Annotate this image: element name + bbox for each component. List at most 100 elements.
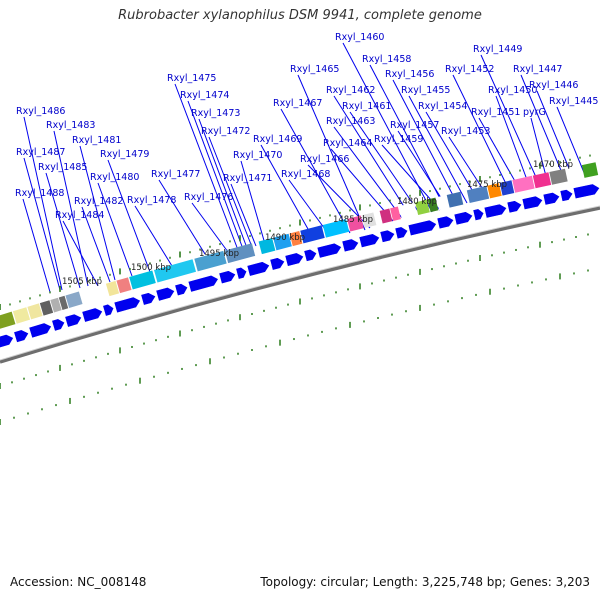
gene-label[interactable]: Rxyl_1471 (223, 173, 272, 184)
cds-block (65, 291, 83, 308)
cds-block (50, 297, 62, 313)
gene-label[interactable]: Rxyl_1464 (323, 138, 372, 149)
gene-label[interactable]: Rxyl_1453 (441, 126, 490, 137)
gene-arrow (506, 200, 523, 214)
gene-label[interactable]: Rxyl_1449 (473, 44, 522, 55)
leader-line (45, 172, 81, 289)
gene-arrow (316, 242, 343, 259)
gene-arrow (572, 183, 600, 200)
cds-block (116, 277, 132, 294)
gene-label[interactable]: Rxyl_1476 (184, 192, 233, 203)
leader-line (478, 117, 521, 191)
cds-block (85, 284, 109, 303)
leader-line (198, 118, 248, 249)
gene-arrow (246, 261, 271, 277)
gene-arrow (235, 266, 248, 280)
gene-arrow (521, 195, 544, 211)
gene-arrow (218, 270, 237, 285)
inner-tick-tracks (0, 233, 589, 425)
gene-label[interactable]: pyrG (523, 107, 546, 118)
gene-label[interactable]: Rxyl_1470 (233, 150, 282, 161)
gene-label[interactable]: Rxyl_1478 (127, 195, 176, 206)
cds-block (390, 206, 401, 222)
leader-line (425, 111, 479, 201)
gene-label[interactable]: Rxyl_1480 (90, 172, 139, 183)
cds-block (415, 199, 430, 216)
leader-line (22, 198, 51, 293)
leader-line (158, 179, 206, 255)
cds-block (258, 237, 276, 255)
gene-label[interactable]: Rxyl_1466 (300, 154, 349, 165)
gene-label[interactable]: Rxyl_1452 (445, 64, 494, 75)
cds-block (581, 162, 599, 178)
scale-label: 1475 kbp (467, 180, 507, 190)
leader-line (23, 157, 61, 291)
accession-label: Accession: NC_008148 (10, 575, 147, 589)
leader-line (288, 179, 331, 237)
gene-label[interactable]: Rxyl_1456 (385, 69, 434, 80)
gene-arrow (13, 329, 30, 343)
gene-label[interactable]: Rxyl_1477 (151, 169, 200, 180)
gene-label[interactable]: Rxyl_1479 (100, 149, 149, 160)
gene-label[interactable]: Rxyl_1455 (401, 85, 450, 96)
gene-arrow (394, 226, 409, 240)
gene-label[interactable]: Rxyl_1486 (16, 106, 65, 117)
gene-arrow (284, 252, 305, 267)
gene-label[interactable]: Rxyl_1460 (335, 32, 384, 43)
gene-label[interactable]: Rxyl_1461 (342, 101, 391, 112)
scale-label: 1485 kbp (333, 215, 373, 225)
gene-label[interactable]: Rxyl_1447 (513, 64, 562, 75)
leader-line (79, 145, 116, 281)
leader-line (53, 130, 89, 287)
gene-label[interactable]: Rxyl_1446 (529, 80, 578, 91)
gene-label[interactable]: Rxyl_1481 (72, 135, 121, 146)
gene-label[interactable]: Rxyl_1454 (418, 101, 467, 112)
leader-line (81, 206, 111, 283)
gene-label[interactable]: Rxyl_1488 (15, 188, 64, 199)
gene-label[interactable]: Rxyl_1483 (46, 120, 95, 131)
gene-label[interactable]: Rxyl_1465 (290, 64, 339, 75)
gene-label[interactable]: Rxyl_1485 (38, 162, 87, 173)
leader-line (134, 205, 173, 267)
gene-label[interactable]: Rxyl_1467 (273, 98, 322, 109)
gene-label[interactable]: Rxyl_1473 (191, 108, 240, 119)
gene-label[interactable]: Rxyl_1458 (362, 54, 411, 65)
scale-label: 1495 kbp (199, 249, 239, 259)
leader-lines (22, 42, 586, 293)
cds-block (446, 191, 464, 208)
backbone-highlight (0, 205, 600, 361)
gene-label[interactable]: Rxyl_1451 (471, 107, 520, 118)
cds-block (436, 195, 449, 211)
gene-label[interactable]: Rxyl_1475 (167, 73, 216, 84)
scale-label: 1500 kbp (131, 263, 171, 273)
gene-arrow (174, 283, 189, 297)
gene-label[interactable]: Rxyl_1445 (549, 96, 598, 107)
leader-line (536, 90, 574, 179)
gene-arrow (453, 211, 474, 226)
gene-label[interactable]: Rxyl_1484 (55, 210, 104, 221)
gene-label[interactable]: Rxyl_1482 (74, 196, 123, 207)
gene-label[interactable]: Rxyl_1468 (281, 169, 330, 180)
backbone-line (0, 206, 600, 364)
gene-arrow (341, 238, 360, 253)
gene-label[interactable]: Rxyl_1457 (390, 120, 439, 131)
gene-arrow (51, 318, 66, 332)
cds-block (565, 166, 579, 182)
gene-label[interactable]: Rxyl_1462 (326, 85, 375, 96)
gene-label[interactable]: Rxyl_1474 (180, 90, 229, 101)
gene-label[interactable]: Rxyl_1487 (16, 147, 65, 158)
gene-label[interactable]: Rxyl_1463 (326, 116, 375, 127)
leader-line (191, 202, 229, 253)
cds-block (58, 295, 69, 310)
cds-block (0, 311, 16, 330)
cds-block (39, 300, 54, 316)
gene-arrow (303, 248, 318, 262)
gene-label[interactable]: Rxyl_1459 (374, 134, 423, 145)
gene-arrow (0, 334, 15, 349)
gene-label[interactable]: Rxyl_1469 (253, 134, 302, 145)
gene-arrow (64, 313, 83, 328)
gene-arrow (472, 208, 485, 222)
gene-label[interactable]: Rxyl_1472 (201, 126, 250, 137)
scale-label: 1505 kbp (62, 277, 102, 287)
gene-label[interactable]: Rxyl_1450 (488, 85, 537, 96)
